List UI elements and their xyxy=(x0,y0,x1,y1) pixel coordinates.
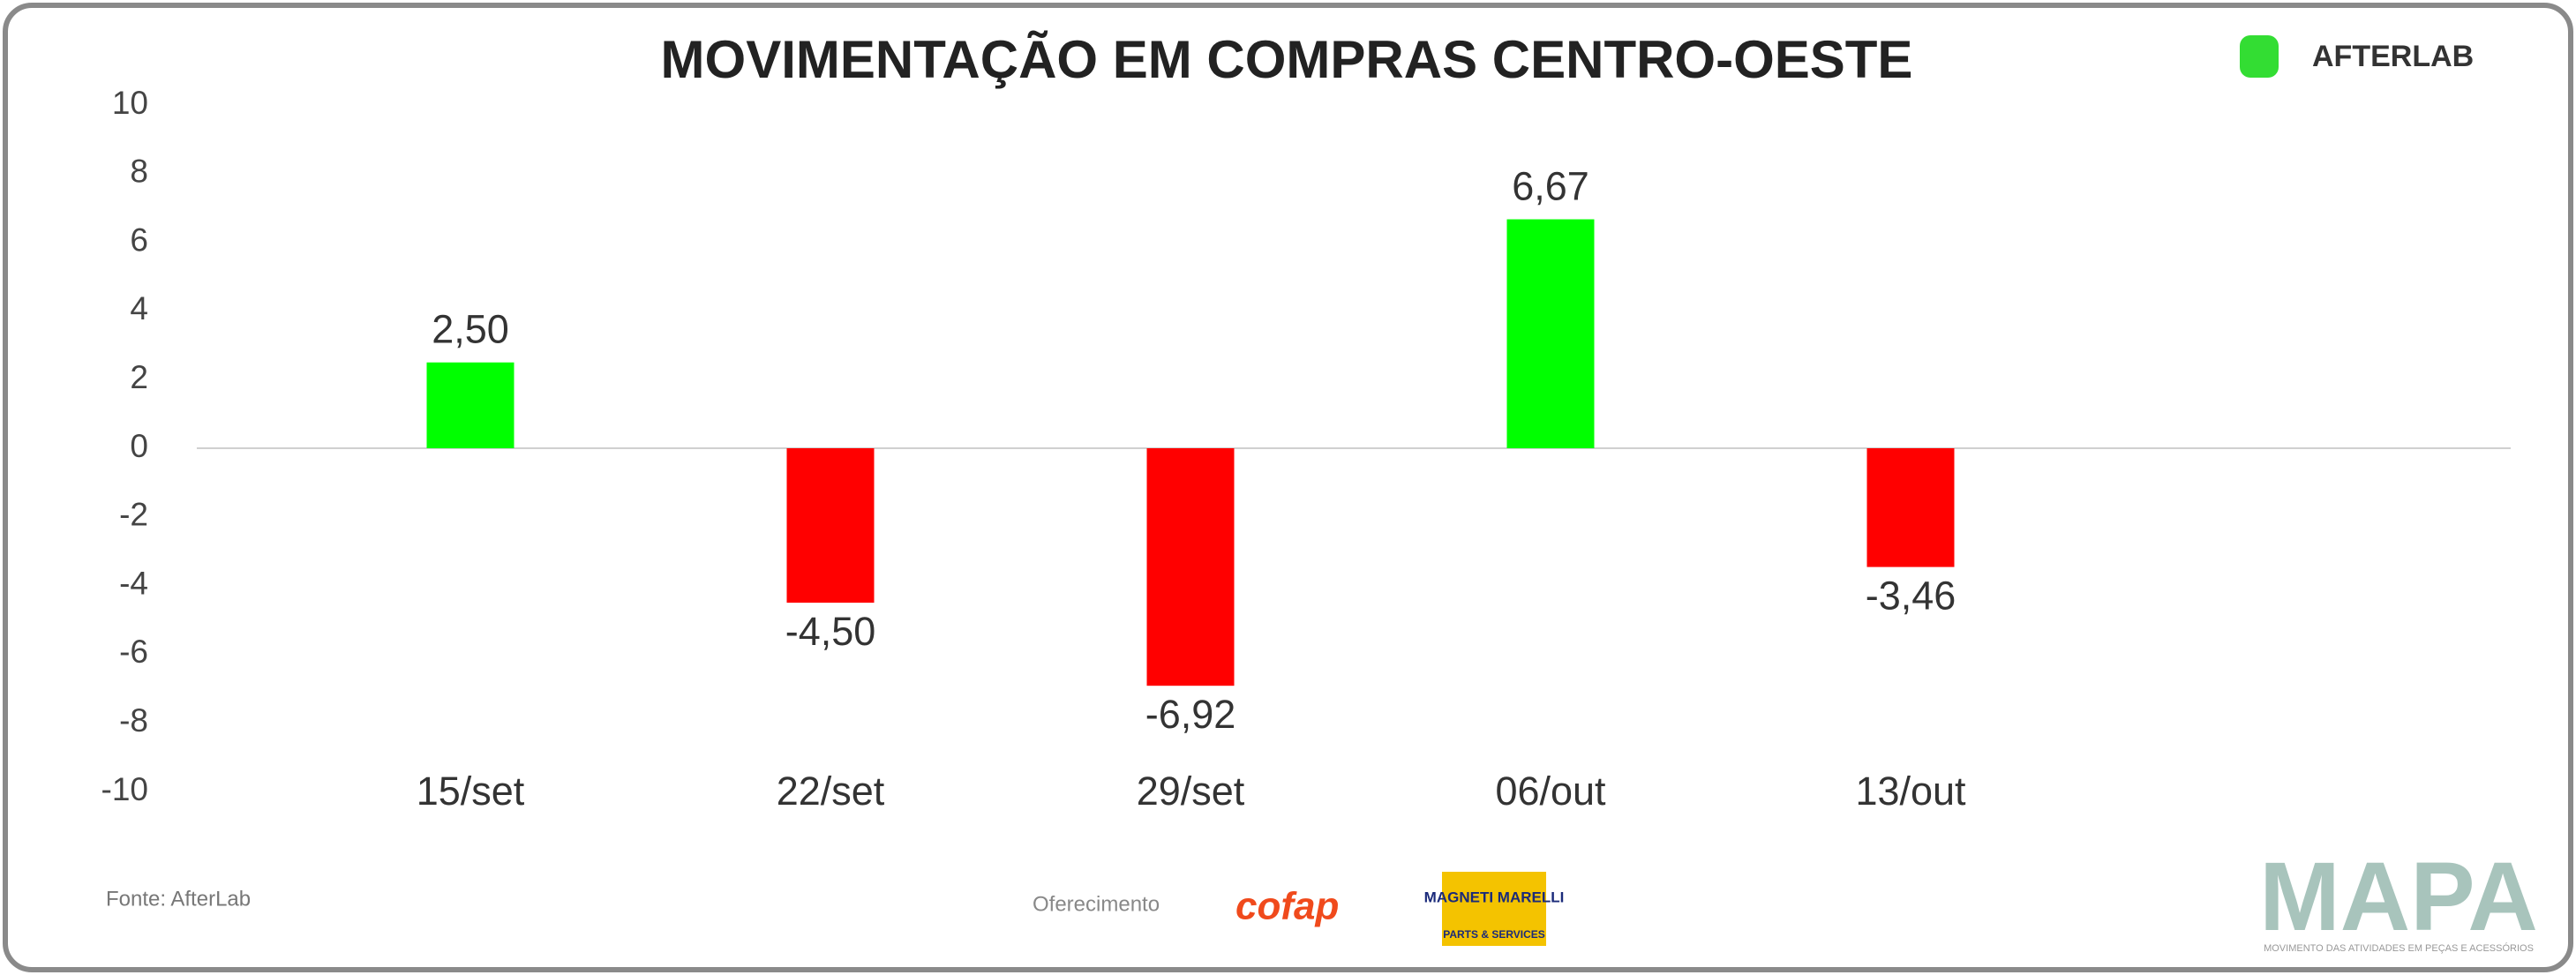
y-tick-label: -4 xyxy=(119,565,148,601)
value-label: -6,92 xyxy=(1145,692,1236,737)
y-tick-label: 0 xyxy=(130,428,148,464)
sponsor-label: Oferecimento xyxy=(1033,892,1160,916)
bar xyxy=(426,362,514,448)
footer-logo: MAPA xyxy=(2259,843,2538,951)
x-tick-label: 22/set xyxy=(777,769,885,814)
y-tick-label: -6 xyxy=(119,634,148,670)
value-label: 2,50 xyxy=(432,307,509,352)
sponsor-cofap: cofap xyxy=(1235,885,1339,928)
source: Fonte: AfterLab xyxy=(106,887,251,911)
x-tick-label: 13/out xyxy=(1855,769,1966,814)
x-tick-label: 15/set xyxy=(417,769,525,814)
bar xyxy=(1866,448,1955,567)
y-tick-label: 10 xyxy=(112,85,148,121)
value-label: 6,67 xyxy=(1512,163,1589,208)
chart-title: MOVIMENTAÇÃO EM COMPRAS CENTRO-OESTE xyxy=(661,30,1913,89)
sponsor-box xyxy=(1442,872,1546,946)
y-tick-label: -10 xyxy=(101,771,148,807)
x-tick-label: 29/set xyxy=(1137,769,1245,814)
sponsor-parts: PARTS & SERVICES xyxy=(1443,928,1545,941)
x-tick-label: 06/out xyxy=(1495,769,1606,814)
y-tick-label: 4 xyxy=(130,290,148,326)
value-label: -4,50 xyxy=(785,609,876,654)
brand-logo: AFTERLAB xyxy=(2312,40,2474,73)
sponsor-magneti: MAGNETI MARELLI xyxy=(1424,889,1565,905)
brand-icon xyxy=(2240,35,2279,78)
bar xyxy=(1506,219,1595,449)
y-tick-label: 6 xyxy=(130,221,148,258)
y-tick-label: -8 xyxy=(119,702,148,739)
bar xyxy=(786,448,875,604)
y-tick-label: 2 xyxy=(130,359,148,395)
frame xyxy=(3,3,2573,972)
value-label: -3,46 xyxy=(1866,573,1956,618)
y-tick-label: 8 xyxy=(130,154,148,190)
y-tick-label: -2 xyxy=(119,497,148,533)
footer-tagline: MOVIMENTO DAS ATIVIDADES EM PEÇAS E ACES… xyxy=(2264,942,2534,954)
bar xyxy=(1146,448,1235,686)
